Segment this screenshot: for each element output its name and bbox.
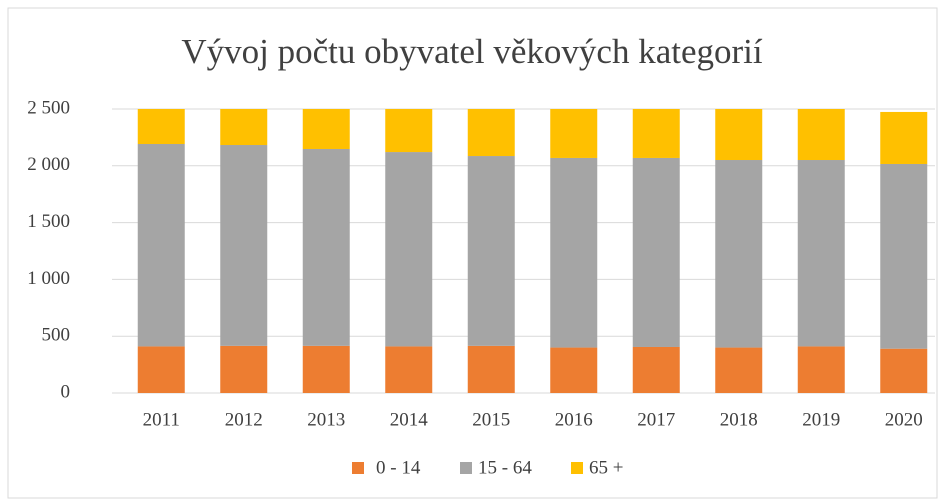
x-tick-label: 2015 — [472, 409, 510, 430]
x-tick-label: 2013 — [307, 409, 345, 430]
bar-segment — [632, 157, 680, 347]
chart-title: Vývoj počtu obyvatel věkových kategorií — [181, 32, 763, 71]
legend-swatch — [571, 462, 583, 474]
bar-segment — [880, 111, 928, 164]
x-tick-label: 2019 — [802, 409, 840, 430]
bar-segment — [550, 157, 598, 348]
bar-segment — [302, 345, 350, 393]
legend-label: 65 + — [589, 457, 623, 478]
bar-segment — [302, 148, 350, 346]
bar-segment — [797, 160, 845, 347]
bar-segment — [137, 346, 185, 393]
bar-segment — [385, 152, 433, 347]
bar-segment — [385, 109, 433, 153]
y-tick-label: 1 000 — [27, 268, 70, 289]
y-tick-label: 0 — [61, 381, 71, 402]
x-tick-label: 2016 — [555, 409, 593, 430]
bar-segment — [715, 160, 763, 348]
bar-segment — [880, 348, 928, 393]
bar-segment — [632, 346, 680, 393]
legend-label: 0 - 14 — [376, 457, 421, 478]
bar-segment — [715, 347, 763, 393]
bar-segment — [467, 156, 515, 346]
x-tick-label: 2011 — [143, 409, 180, 430]
legend-swatch — [460, 462, 472, 474]
bar-segment — [302, 109, 350, 149]
bar-segment — [550, 347, 598, 393]
bar-segment — [220, 345, 268, 393]
x-tick-label: 2020 — [885, 409, 923, 430]
bar-segment — [467, 109, 515, 157]
legend-swatch — [352, 462, 364, 474]
bar-segment — [467, 345, 515, 393]
bar-segment — [797, 346, 845, 393]
bar-segment — [385, 346, 433, 393]
x-tick-label: 2017 — [637, 409, 675, 430]
y-tick-label: 2 500 — [27, 97, 70, 118]
bar-segment — [550, 109, 598, 158]
legend-label: 15 - 64 — [478, 457, 532, 478]
bar-segment — [797, 109, 845, 161]
x-tick-label: 2014 — [390, 409, 429, 430]
bar-segment — [220, 145, 268, 346]
y-tick-label: 500 — [42, 325, 71, 346]
y-tick-label: 2 000 — [27, 154, 70, 175]
y-tick-label: 1 500 — [27, 211, 70, 232]
bar-segment — [880, 163, 928, 349]
bar-segment — [220, 109, 268, 146]
bar-segment — [137, 143, 185, 347]
x-tick-label: 2018 — [720, 409, 758, 430]
x-tick-label: 2012 — [225, 409, 263, 430]
bar-segment — [632, 109, 680, 158]
bar-segment — [137, 109, 185, 144]
bar-segment — [715, 109, 763, 161]
